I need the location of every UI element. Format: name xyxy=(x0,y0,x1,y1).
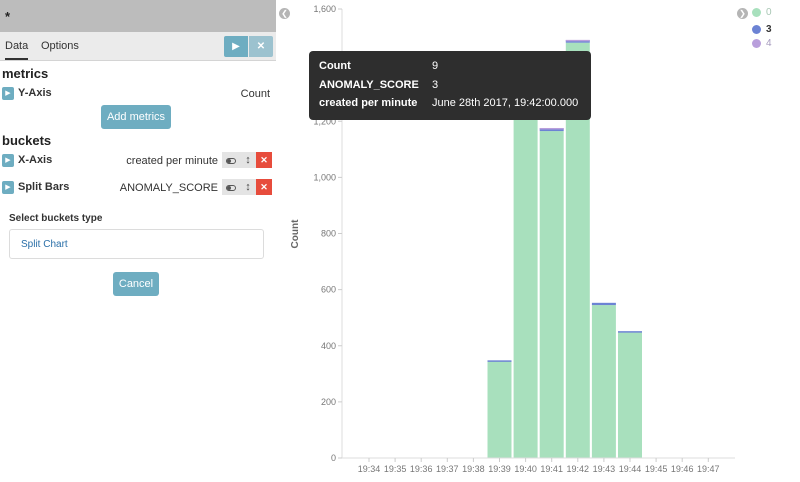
reorder-icon[interactable]: ↕ xyxy=(240,179,256,195)
x-tick-label: 19:42 xyxy=(567,464,590,474)
tooltip-key: ANOMALY_SCORE xyxy=(319,79,419,91)
x-tick-label: 19:35 xyxy=(384,464,407,474)
bar-segment-3[interactable] xyxy=(565,40,590,43)
legend-label: 4 xyxy=(766,38,772,49)
bucket-label: Split Bars xyxy=(18,181,70,193)
bucket-controls: ↕ ✕ xyxy=(222,152,274,168)
legend-label: 3 xyxy=(766,24,772,35)
close-icon: ✕ xyxy=(256,41,266,52)
y-tick-label: 200 xyxy=(321,397,336,407)
bucket-row-x-axis[interactable]: ▶ X-Axis created per minute ↕ ✕ xyxy=(2,152,274,170)
bar-segment-3[interactable] xyxy=(487,360,512,362)
caret-right-icon[interactable]: ▶ xyxy=(2,87,14,100)
tab-data[interactable]: Data xyxy=(5,40,29,60)
bucket-controls: ↕ ✕ xyxy=(222,179,274,195)
reorder-icon[interactable]: ↕ xyxy=(240,152,256,168)
x-tick-label: 19:45 xyxy=(645,464,668,474)
x-tick-label: 19:39 xyxy=(488,464,511,474)
x-tick-label: 19:40 xyxy=(514,464,537,474)
bucket-row-split-bars[interactable]: ▶ Split Bars ANOMALY_SCORE ↕ ✕ xyxy=(2,179,274,197)
y-tick-label: 1,000 xyxy=(313,172,336,182)
toggle-legend-icon[interactable]: ❯ xyxy=(737,8,748,19)
bar-segment-4[interactable] xyxy=(565,39,590,42)
x-tick-label: 19:43 xyxy=(593,464,616,474)
y-tick-label: 0 xyxy=(331,453,336,463)
buckets-type-select[interactable]: Split Chart xyxy=(9,229,264,259)
add-metrics-button[interactable]: Add metrics xyxy=(101,105,171,129)
y-tick-label: 400 xyxy=(321,341,336,351)
legend-dot xyxy=(752,8,761,17)
tooltip-value: June 28th 2017, 19:42:00.000 xyxy=(432,97,579,109)
bar-segment-3[interactable] xyxy=(539,128,564,132)
bucket-value: ANOMALY_SCORE xyxy=(119,182,218,194)
discard-changes-button[interactable]: ✕ xyxy=(249,36,273,57)
select-buckets-type-label: Select buckets type xyxy=(9,213,103,224)
legend-item[interactable]: 4 xyxy=(752,38,792,50)
y-tick-label: 800 xyxy=(321,229,336,239)
x-tick-label: 19:34 xyxy=(358,464,381,474)
x-tick-label: 19:41 xyxy=(540,464,563,474)
bar-segment-3[interactable] xyxy=(618,331,642,333)
legend-label: 0 xyxy=(766,7,772,18)
editor-tabs: Data Options ▶ ✕ xyxy=(0,32,276,61)
legend-dot xyxy=(752,25,761,34)
bucket-label: X-Axis xyxy=(18,154,53,166)
legend-item[interactable]: 3 xyxy=(752,24,792,36)
editor-sidebar: * Data Options ▶ ✕ metrics ▶ Y-Axis Coun… xyxy=(0,0,276,482)
tooltip-key: created per minute xyxy=(319,97,418,109)
x-tick-label: 19:36 xyxy=(410,464,433,474)
tooltip-value: 3 xyxy=(432,79,439,91)
tooltip-value: 9 xyxy=(432,60,439,72)
bucket-value: created per minute xyxy=(126,155,218,167)
x-tick-label: 19:38 xyxy=(462,464,485,474)
x-tick-label: 19:46 xyxy=(671,464,694,474)
bar-segment-3[interactable] xyxy=(591,302,616,306)
collapse-sidebar-icon[interactable]: ❮ xyxy=(279,8,290,19)
bar-segment-4[interactable] xyxy=(539,127,564,130)
x-tick-label: 19:44 xyxy=(619,464,642,474)
bar-segment-0[interactable] xyxy=(618,332,642,458)
y-axis-label: Count xyxy=(290,219,301,249)
caret-right-icon[interactable]: ▶ xyxy=(2,154,14,167)
y-tick-label: 600 xyxy=(321,285,336,295)
metrics-heading: metrics xyxy=(2,66,49,81)
x-tick-label: 19:37 xyxy=(436,464,459,474)
tab-options[interactable]: Options xyxy=(41,40,79,52)
y-tick-label: 1,200 xyxy=(313,116,336,126)
buckets-type-option[interactable]: Split Chart xyxy=(21,239,68,250)
metric-value: Count xyxy=(240,88,270,100)
bar-segment-0[interactable] xyxy=(539,131,564,458)
apply-changes-button[interactable]: ▶ xyxy=(224,36,248,57)
remove-icon[interactable]: ✕ xyxy=(256,152,272,168)
bar-segment-0[interactable] xyxy=(513,107,538,458)
toggle-icon[interactable] xyxy=(222,179,240,195)
editor-title: * xyxy=(0,0,276,32)
caret-right-icon[interactable]: ▶ xyxy=(2,181,14,194)
toggle-icon[interactable] xyxy=(222,152,240,168)
cancel-button[interactable]: Cancel xyxy=(113,272,159,296)
metric-label: Y-Axis xyxy=(18,87,52,99)
play-icon: ▶ xyxy=(232,41,240,52)
bar-segment-0[interactable] xyxy=(487,361,512,458)
metric-row-y-axis[interactable]: ▶ Y-Axis Count xyxy=(2,85,274,103)
legend-item[interactable]: 0 xyxy=(752,7,792,19)
tooltip-key: Count xyxy=(319,60,351,72)
x-tick-label: 19:47 xyxy=(697,464,720,474)
legend-dot xyxy=(752,39,761,48)
chart-tooltip: Count 9 ANOMALY_SCORE 3 created per minu… xyxy=(309,51,591,120)
bar-segment-0[interactable] xyxy=(591,305,616,458)
y-tick-label: 1,600 xyxy=(313,4,336,14)
remove-icon[interactable]: ✕ xyxy=(256,179,272,195)
buckets-heading: buckets xyxy=(2,133,52,148)
